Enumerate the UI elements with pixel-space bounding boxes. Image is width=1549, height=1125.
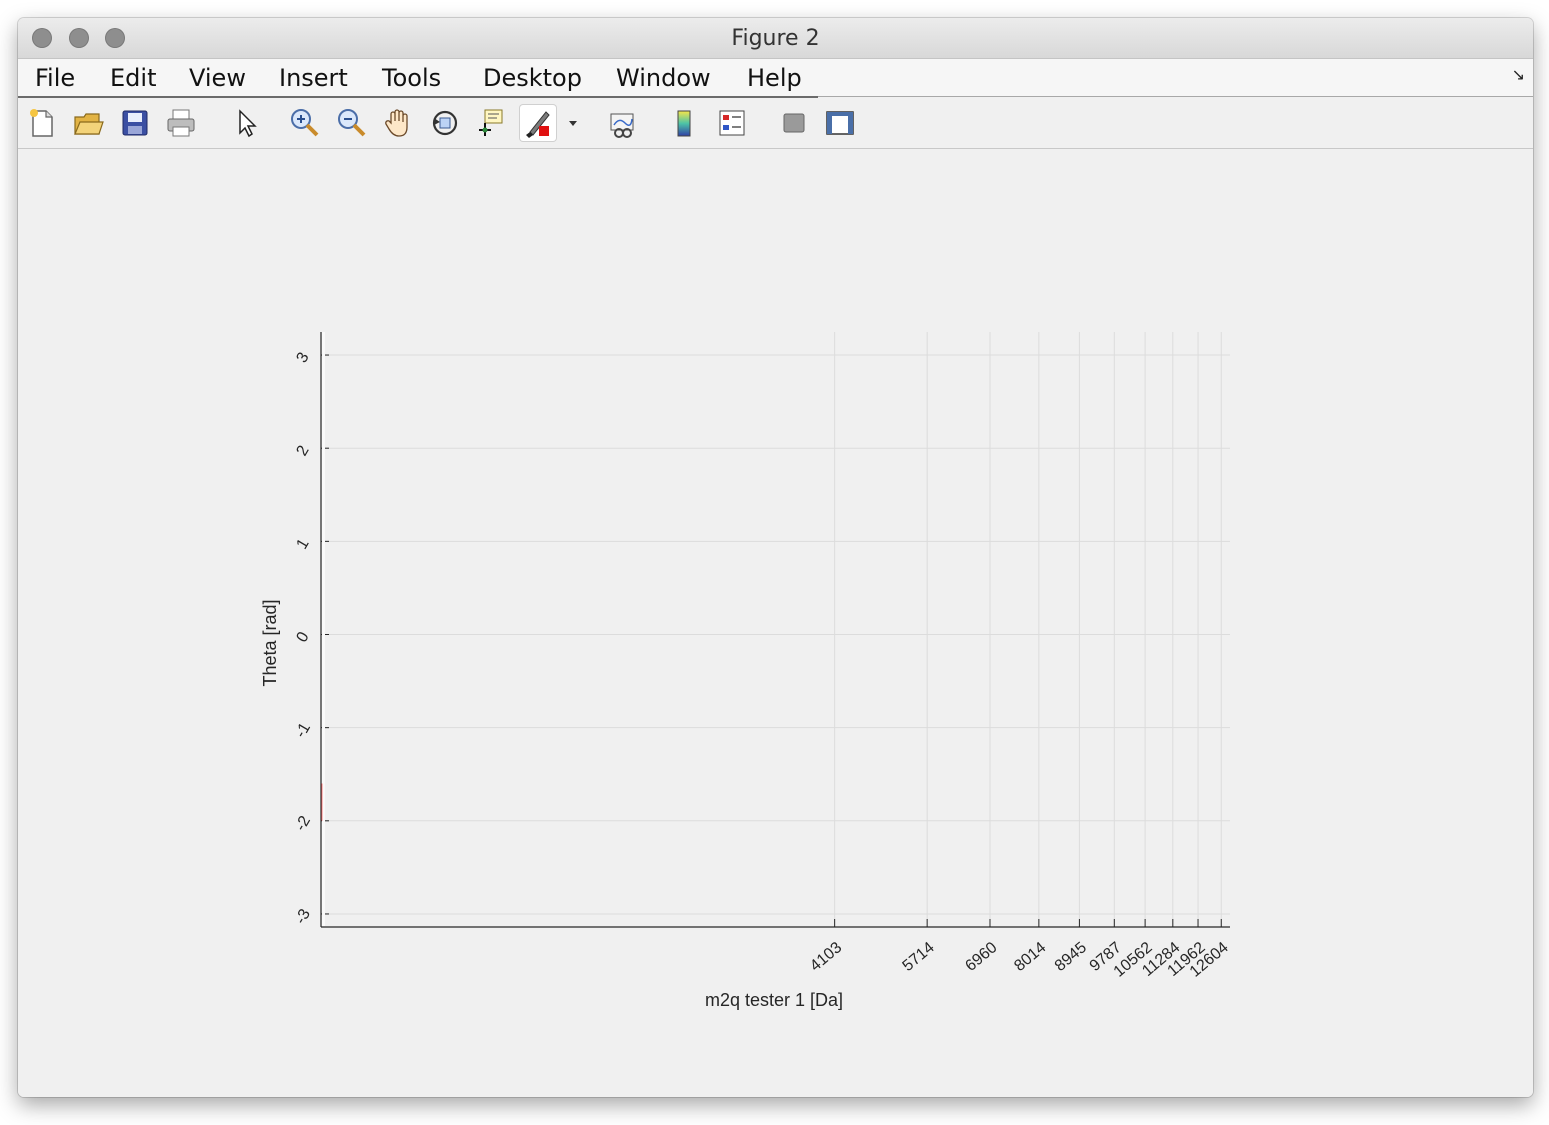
x-tick-label: 6960 (962, 939, 1000, 975)
print-icon[interactable] (163, 105, 199, 141)
pan-hand-icon[interactable] (380, 105, 416, 141)
x-tick-label: 4103 (807, 939, 845, 975)
zoom-out-icon[interactable] (333, 105, 369, 141)
save-icon[interactable] (117, 105, 153, 141)
data-cursor-icon[interactable] (473, 105, 509, 141)
new-figure-icon[interactable] (24, 105, 60, 141)
undock-icon[interactable]: ↘ (1511, 65, 1525, 84)
colorbar-icon[interactable] (667, 105, 703, 141)
title-bar[interactable]: Figure 2 (18, 18, 1533, 59)
rotate-3d-icon[interactable] (427, 105, 463, 141)
zoom-in-icon[interactable] (286, 105, 322, 141)
show-plot-tools-icon[interactable] (822, 105, 858, 141)
open-file-icon[interactable] (70, 105, 106, 141)
figure-toolbar (18, 98, 1533, 149)
menu-divider-light (818, 96, 1533, 97)
x-axis-label: m2q tester 1 [Da] (705, 990, 843, 1010)
menu-divider (18, 96, 818, 98)
plot-canvas: 3 2 1 0 -1 -2 -3 4103 5714 6960 8014 8945 9787 10562 1… (18, 149, 1533, 1097)
y-tick-label: -3 (292, 906, 314, 927)
close-window-button[interactable] (32, 28, 52, 48)
brush-dropdown-icon[interactable] (563, 105, 583, 141)
menu-bar: File Edit View Insert Tools Desktop Wind… (18, 59, 1533, 96)
menu-insert[interactable]: Insert (279, 64, 348, 92)
brush-icon[interactable] (520, 105, 556, 141)
legend-icon[interactable] (714, 105, 750, 141)
y-tick-label: 1 (294, 536, 313, 552)
y-tick-label: 3 (294, 350, 313, 366)
y-axis-label: Theta [rad] (260, 599, 280, 686)
y-tick-label: -2 (292, 813, 314, 834)
y-tick-label: 2 (294, 443, 313, 459)
y-axis-strip (322, 332, 325, 926)
x-tick-label: 8014 (1011, 939, 1049, 975)
menu-tools[interactable]: Tools (382, 64, 442, 92)
menu-edit[interactable]: Edit (110, 64, 157, 92)
menu-desktop[interactable]: Desktop (483, 64, 582, 92)
y-tick-label: 0 (294, 629, 313, 645)
menu-file[interactable]: File (35, 64, 76, 92)
window-title: Figure 2 (731, 26, 820, 51)
menu-view[interactable]: View (189, 64, 246, 92)
y-tick-label: -1 (292, 720, 314, 741)
figure-window: Figure 2 File Edit View Insert Tools Des… (18, 18, 1533, 1097)
x-tick-label: 8945 (1052, 939, 1090, 975)
minimize-window-button[interactable] (69, 28, 89, 48)
link-plot-icon[interactable] (605, 105, 641, 141)
hide-plot-tools-icon[interactable] (776, 105, 812, 141)
x-tick-label: 5714 (900, 939, 938, 975)
edit-plot-arrow-icon[interactable] (228, 105, 264, 141)
zoom-window-button[interactable] (105, 28, 125, 48)
menu-help[interactable]: Help (747, 64, 802, 92)
menu-window[interactable]: Window (616, 64, 711, 92)
axes-frame (320, 332, 1230, 928)
grid-lines (321, 332, 1230, 927)
